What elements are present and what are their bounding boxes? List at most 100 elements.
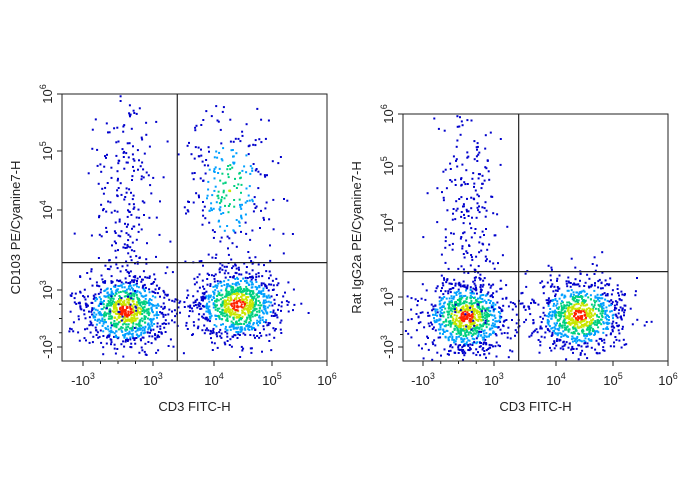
- event-dot: [459, 237, 462, 240]
- event-dot: [123, 299, 126, 302]
- event-dot: [132, 207, 135, 210]
- event-dot: [590, 339, 593, 342]
- event-dot: [488, 335, 490, 338]
- event-dot: [144, 276, 147, 279]
- event-dot: [213, 342, 216, 345]
- event-dot: [477, 303, 480, 306]
- event-dot: [221, 309, 224, 312]
- event-dot: [466, 151, 469, 154]
- event-dot: [140, 280, 143, 283]
- event-dot: [573, 311, 576, 314]
- event-dot: [282, 232, 285, 235]
- event-dot: [110, 331, 113, 334]
- event-dot: [566, 289, 569, 292]
- event-dot: [115, 141, 118, 144]
- event-dot: [144, 321, 146, 324]
- event-dot: [215, 318, 218, 321]
- event-dot: [145, 262, 148, 265]
- event-dot: [89, 323, 92, 326]
- event-dot: [604, 284, 607, 287]
- event-dot: [446, 209, 449, 212]
- x-tick-label: 103: [484, 371, 503, 388]
- event-dot: [258, 286, 261, 289]
- event-dot: [474, 189, 477, 192]
- event-dot: [207, 297, 210, 300]
- event-dot: [599, 312, 602, 315]
- event-dot: [477, 195, 480, 198]
- event-dot: [585, 335, 588, 337]
- event-dot: [97, 304, 100, 307]
- event-dot: [147, 301, 150, 304]
- event-dot: [124, 314, 127, 317]
- event-dot: [243, 301, 246, 304]
- event-dot: [265, 295, 268, 298]
- event-dot: [447, 311, 450, 314]
- event-dot: [273, 302, 276, 305]
- event-dot: [102, 353, 105, 356]
- event-dot: [171, 299, 174, 302]
- event-dot: [125, 246, 128, 249]
- event-dot: [593, 330, 596, 333]
- event-dot: [509, 337, 512, 340]
- event-dot: [83, 296, 86, 299]
- event-dot: [231, 310, 234, 313]
- event-dot: [263, 293, 266, 296]
- event-dot: [479, 354, 482, 357]
- event-dot: [500, 332, 503, 335]
- event-dot: [125, 326, 128, 329]
- event-dot: [236, 306, 239, 309]
- event-dot: [465, 341, 468, 344]
- event-dot: [214, 308, 217, 311]
- event-dot: [447, 320, 450, 323]
- event-dot: [125, 288, 128, 291]
- event-dot: [484, 215, 487, 218]
- event-dot: [459, 301, 462, 303]
- event-dot: [480, 328, 483, 331]
- event-dot: [279, 328, 282, 331]
- event-dot: [223, 300, 226, 303]
- event-dot: [263, 308, 266, 311]
- event-dot: [558, 306, 561, 309]
- event-dot: [463, 284, 466, 287]
- event-dot: [258, 316, 261, 319]
- event-dot: [499, 279, 502, 282]
- event-dot: [237, 137, 240, 140]
- event-dot: [457, 344, 460, 347]
- event-dot: [255, 288, 258, 291]
- event-dot: [260, 209, 262, 212]
- event-dot: [465, 329, 468, 332]
- event-dot: [226, 314, 229, 317]
- event-dot: [123, 308, 126, 311]
- event-dot: [558, 319, 561, 322]
- event-dot: [467, 155, 470, 158]
- event-dot: [120, 230, 123, 233]
- event-dot: [230, 303, 233, 306]
- event-dot: [583, 308, 586, 311]
- event-dot: [198, 301, 201, 304]
- event-dot: [439, 336, 442, 339]
- event-dot: [166, 293, 169, 296]
- event-dot: [246, 308, 249, 311]
- event-dot: [129, 255, 132, 258]
- event-dot: [121, 310, 124, 313]
- event-dot: [586, 357, 589, 360]
- event-dot: [506, 332, 509, 335]
- event-dot: [233, 199, 236, 201]
- event-dot: [105, 307, 108, 310]
- event-dot: [230, 258, 233, 261]
- event-dot: [226, 332, 229, 335]
- event-dot: [244, 213, 247, 216]
- event-dot: [136, 280, 138, 282]
- event-dot: [105, 304, 108, 307]
- event-dot: [598, 319, 601, 322]
- event-dot: [244, 307, 247, 310]
- event-dot: [228, 344, 231, 346]
- event-dot: [606, 314, 608, 317]
- event-dot: [267, 323, 270, 326]
- event-dot: [571, 326, 574, 329]
- event-dot: [602, 304, 605, 307]
- event-dot: [132, 203, 135, 206]
- event-dot: [229, 140, 232, 143]
- event-dot: [444, 240, 447, 243]
- event-dot: [148, 304, 151, 307]
